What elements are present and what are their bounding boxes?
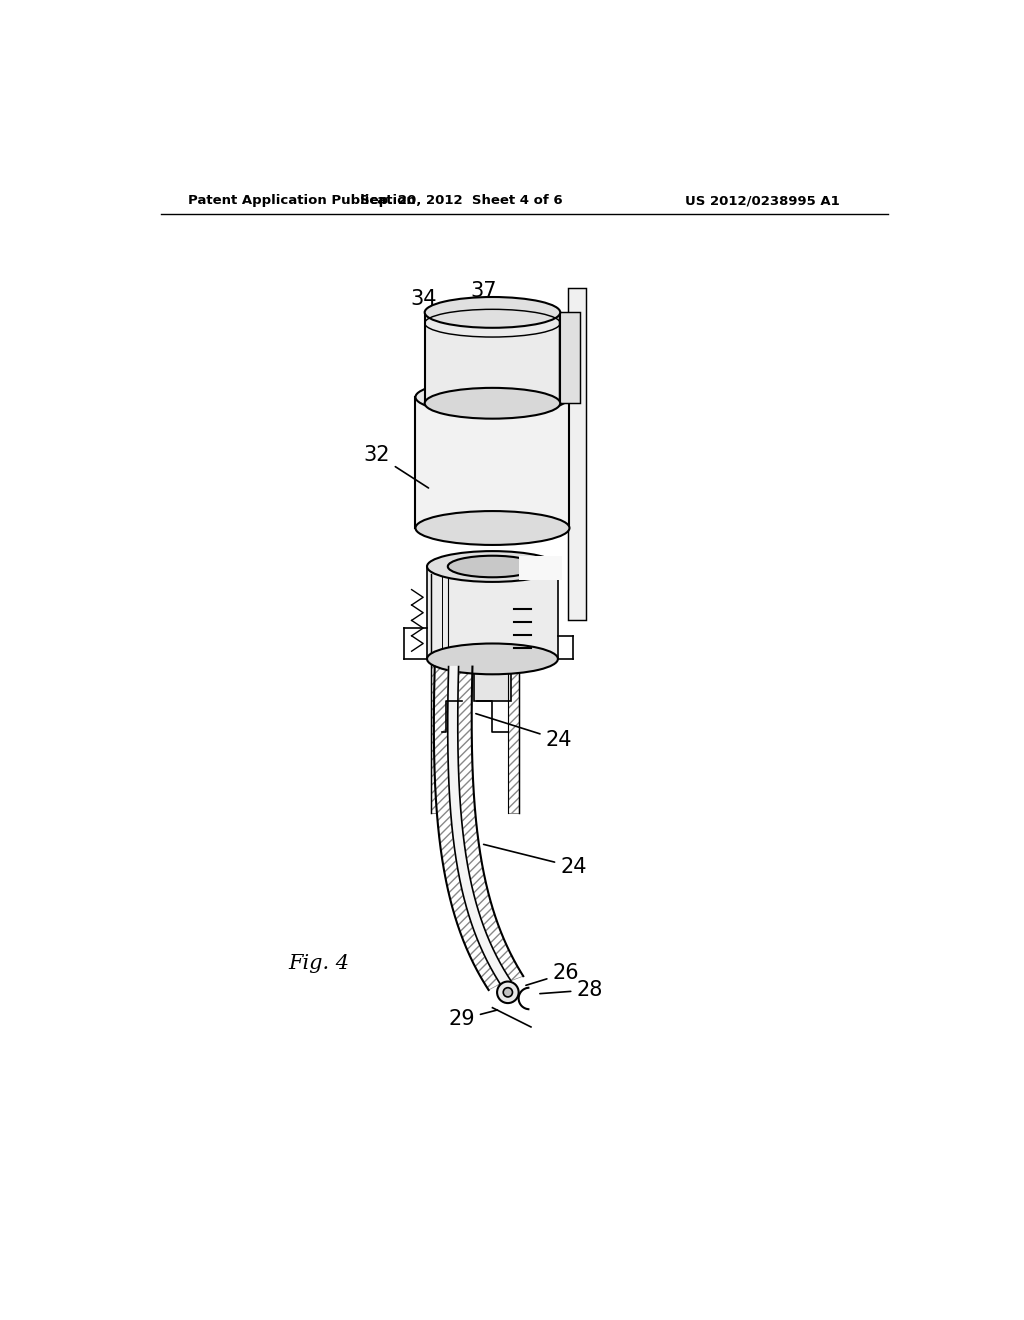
Polygon shape <box>447 667 511 983</box>
Ellipse shape <box>427 552 558 582</box>
Circle shape <box>503 987 512 997</box>
Text: 29: 29 <box>449 1010 498 1030</box>
Text: 24: 24 <box>483 845 587 876</box>
Text: Patent Application Publication: Patent Application Publication <box>188 194 416 207</box>
Text: Sep. 20, 2012  Sheet 4 of 6: Sep. 20, 2012 Sheet 4 of 6 <box>360 194 563 207</box>
Ellipse shape <box>425 297 560 327</box>
Ellipse shape <box>425 388 560 418</box>
Ellipse shape <box>427 644 558 675</box>
Bar <box>427 566 558 659</box>
Bar <box>425 313 560 404</box>
Bar <box>559 313 581 404</box>
Ellipse shape <box>447 556 538 577</box>
Text: US 2012/0238995 A1: US 2012/0238995 A1 <box>685 194 840 207</box>
Bar <box>508 659 518 813</box>
Ellipse shape <box>416 511 569 545</box>
Text: Fig. 4: Fig. 4 <box>289 953 350 973</box>
Ellipse shape <box>416 380 569 414</box>
Circle shape <box>497 982 518 1003</box>
Text: 32: 32 <box>364 445 428 488</box>
Bar <box>568 288 587 620</box>
Text: 28: 28 <box>540 979 603 1001</box>
Text: 37: 37 <box>470 281 532 322</box>
Bar <box>431 574 441 813</box>
Text: 34: 34 <box>410 289 463 326</box>
Polygon shape <box>458 667 523 981</box>
Ellipse shape <box>427 385 558 409</box>
Bar <box>416 397 569 528</box>
Text: 24: 24 <box>476 714 572 750</box>
Bar <box>474 659 511 701</box>
Polygon shape <box>434 667 500 990</box>
Bar <box>519 556 562 581</box>
Text: 26: 26 <box>526 964 579 985</box>
